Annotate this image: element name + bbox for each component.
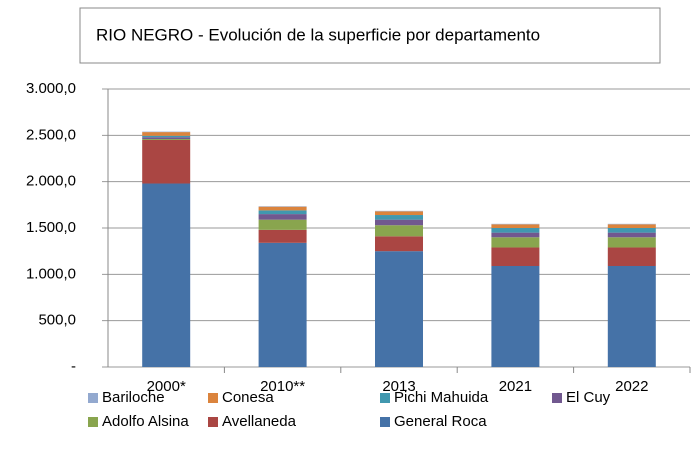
bar-segment [375,215,423,220]
bar-segment [142,139,191,184]
x-tick-label: 2013 [382,378,415,395]
bar-segment [607,265,656,367]
x-tick-label: 2021 [499,378,532,395]
bar-segment [491,228,540,233]
bar-segment [607,232,656,238]
y-tick-label: 1.000,0 [26,265,76,282]
legend-label: General Roca [394,413,487,430]
y-tick-label: 3.000,0 [26,80,76,97]
bar-segment [375,219,423,226]
bar-segment [491,247,540,266]
bar-segment [142,132,191,136]
bar-segment [491,265,540,367]
legend-swatch [552,393,562,403]
bar-segment [142,135,191,138]
bar-segment [258,214,307,220]
bar-segment [491,237,540,248]
legend-label: Avellaneda [222,413,297,430]
y-tick-label: 2.000,0 [26,173,76,190]
bar-segment [491,232,540,238]
bar-segment [607,228,656,233]
legend-label: Bariloche [102,389,165,406]
bar-segment [607,224,656,228]
legend-label: Adolfo Alsina [102,413,189,430]
x-tick-label: 2000* [147,378,186,395]
bar-segment [258,206,307,211]
bar-segment [375,211,423,216]
legend-swatch [88,393,98,403]
legend-swatch [380,417,390,427]
bar-segment [491,224,540,228]
legend-label: Conesa [222,389,274,406]
y-tick-label: - [71,358,76,375]
bar-segment [607,247,656,266]
legend-swatch [208,393,218,403]
legend-swatch [208,417,218,427]
bar-segment [258,229,307,243]
y-tick-label: 1.500,0 [26,219,76,236]
bar-segment [258,219,307,230]
title-box [79,7,661,64]
legend-label: Pichi Mahuida [394,389,489,406]
legend-swatch [88,417,98,427]
bar-segment [375,251,423,367]
bar-segment [142,183,191,367]
y-tick-label: 2.500,0 [26,126,76,143]
bar-segment [142,139,191,140]
bar-segment [607,237,656,248]
bar-segment [258,210,307,215]
bar-segment [142,137,191,140]
bar-segment [258,242,307,367]
chart-title: RIO NEGRO - Evolución de la superficie p… [96,25,540,44]
legend-swatch [380,393,390,403]
legend-label: El Cuy [566,389,611,406]
bar-segment [375,225,423,237]
x-tick-label: 2010** [260,378,305,395]
y-tick-label: 500,0 [38,312,76,329]
x-tick-label: 2022 [615,378,648,395]
bar-segment [375,236,423,252]
